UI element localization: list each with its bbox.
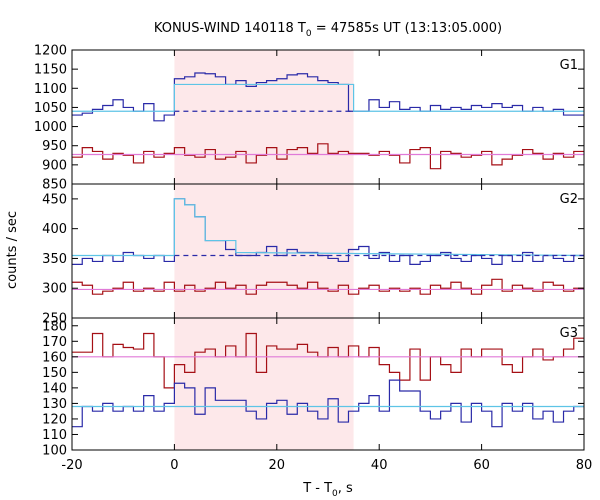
plot-area: 12001150110010501000950900850G1450400350… xyxy=(34,44,592,474)
x-axis-label: T - T0, s xyxy=(302,481,353,499)
panel-g3-series-1-histogram xyxy=(72,379,584,428)
y-tick-label: 850 xyxy=(42,178,67,193)
y-tick-label: 900 xyxy=(42,158,67,173)
panel-frame xyxy=(71,317,585,451)
y-tick-label: 150 xyxy=(42,366,67,381)
panel-label: G1 xyxy=(560,58,578,73)
panel-g1: 1200 1150 1100 1050 1000 950 900 850 G1 xyxy=(34,44,585,193)
y-tick-label: 450 xyxy=(42,192,67,207)
y-tick-label: 400 xyxy=(42,222,67,237)
x-tick-label: 60 xyxy=(473,458,490,473)
y-tick-label: 1150 xyxy=(34,63,67,78)
y-tick-label: 110 xyxy=(42,428,67,443)
panel-g1-series-0-histogram xyxy=(72,72,584,122)
panel-g2: 450 400 350 300 250 G2 xyxy=(42,183,585,327)
x-tick-label: 20 xyxy=(269,458,286,473)
panel-g2-series-1-histogram xyxy=(72,278,584,295)
y-tick-label: 950 xyxy=(42,139,67,154)
y-tick-label: 350 xyxy=(42,252,67,267)
y-tick-label: 180 xyxy=(42,319,67,334)
panel-label: G2 xyxy=(560,192,578,207)
x-tick-label: 40 xyxy=(371,458,388,473)
panel-g1-series-1-histogram xyxy=(72,143,584,170)
x-tick-label: 80 xyxy=(576,458,593,473)
y-tick-label: 300 xyxy=(42,282,67,297)
xlabel-subscript: 0 xyxy=(332,489,338,499)
y-tick-label: 250 xyxy=(42,312,67,327)
y-tick-label: 1100 xyxy=(34,82,67,97)
panel-g1-series-2-fit-steps xyxy=(72,83,584,112)
y-tick-label: 130 xyxy=(42,397,67,412)
y-tick-label: 100 xyxy=(42,444,67,459)
y-tick-label: 140 xyxy=(42,381,67,396)
chart-title: KONUS-WIND 140118 T0 = 47585s UT (13:13:… xyxy=(154,21,502,39)
shaded-interval xyxy=(174,50,354,450)
panel-g2-series-2-fit-steps xyxy=(72,198,585,257)
y-tick-label: 170 xyxy=(42,335,67,350)
x-tick-label: -20 xyxy=(61,458,82,473)
y-tick-label: 160 xyxy=(42,350,67,365)
y-tick-label: 120 xyxy=(42,412,67,427)
y-tick-label: 1050 xyxy=(34,101,67,116)
title-subscript: 0 xyxy=(306,29,312,39)
x-tick-label: 0 xyxy=(170,458,178,473)
panel-label: G3 xyxy=(560,326,578,341)
y-axis-label: counts / sec xyxy=(5,211,20,289)
y-tick-label: 1200 xyxy=(34,44,67,59)
y-tick-label: 1000 xyxy=(34,120,67,135)
